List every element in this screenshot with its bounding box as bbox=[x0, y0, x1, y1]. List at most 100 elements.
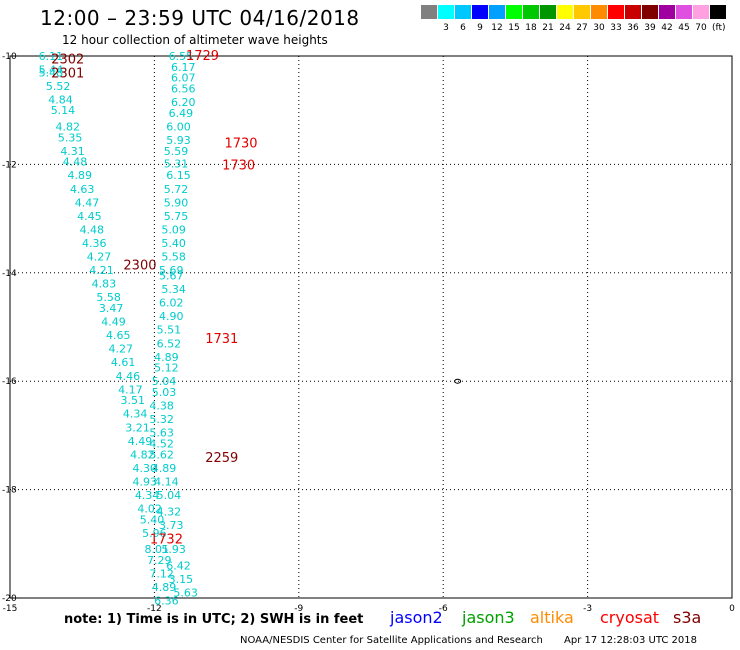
colorbar-swatch bbox=[659, 5, 675, 19]
swh-label-track-b: 5.51 bbox=[157, 324, 182, 337]
swh-label-track-a: 4.89 bbox=[68, 169, 93, 182]
swh-label-track-b: 4.14 bbox=[154, 475, 179, 488]
colorbar-swatch bbox=[557, 5, 573, 19]
colorbar-tick-label: 70 bbox=[695, 23, 707, 33]
time-label: 2302 bbox=[51, 53, 84, 68]
swh-label-track-b: 6.00 bbox=[166, 120, 191, 133]
swh-label-track-b: 5.04 bbox=[152, 375, 177, 388]
swh-label-track-a: 4.83 bbox=[92, 278, 117, 291]
swh-label-track-b: 5.63 bbox=[149, 427, 174, 440]
unit-label: (ft) bbox=[712, 23, 726, 33]
footer-note: note: 1) Time is in UTC; 2) SWH is in fe… bbox=[64, 612, 364, 627]
lat-tick-label: -14 bbox=[2, 269, 17, 279]
swh-label-track-b: 3.73 bbox=[159, 519, 184, 532]
swh-label-track-a: 3.47 bbox=[99, 302, 124, 315]
colorbar-tick-label: 12 bbox=[491, 23, 503, 33]
colorbar-tick-label: 6 bbox=[460, 23, 466, 33]
swh-label-track-a: 8.01 bbox=[145, 543, 170, 556]
swh-label-track-a: 5.48 bbox=[39, 66, 64, 79]
swh-label-track-a: 4.49 bbox=[128, 435, 153, 448]
footer-credit: NOAA/NESDIS Center for Satellite Applica… bbox=[240, 635, 697, 646]
swh-label-track-b: 5.93 bbox=[166, 134, 191, 147]
lon-tick-label: -6 bbox=[439, 604, 448, 614]
colorbar-tick-label: 39 bbox=[644, 23, 656, 33]
swh-label-track-a: 6.11 bbox=[39, 50, 64, 63]
page-title: 12:00 – 23:59 UTC 04/16/2018 bbox=[40, 6, 360, 30]
swh-label-track-a: 5.44 bbox=[39, 64, 64, 77]
swh-label-track-a: 4.36 bbox=[82, 237, 107, 250]
swh-label-track-b: 6.02 bbox=[159, 297, 184, 310]
swh-label-track-b: 4.89 bbox=[152, 462, 177, 475]
time-label: 1730 bbox=[222, 158, 255, 173]
swh-label-track-a: 4.45 bbox=[77, 210, 102, 223]
swh-label-track-a: 4.82 bbox=[130, 448, 155, 461]
colorbar-tick-label: 33 bbox=[610, 23, 622, 33]
swh-label-track-b: 5.09 bbox=[161, 223, 186, 236]
lon-tick-label: -15 bbox=[3, 604, 18, 614]
satellite-altika: altika bbox=[530, 608, 574, 627]
swh-label-track-b: 5.69 bbox=[159, 264, 184, 277]
colorbar-tick-label: 21 bbox=[542, 23, 554, 33]
lon-tick-label: -3 bbox=[583, 604, 592, 614]
colorbar-swatch bbox=[591, 5, 607, 19]
colorbar-tick-label: 3 bbox=[443, 23, 449, 33]
colorbar-swatch bbox=[438, 5, 454, 19]
time-label: 1732 bbox=[150, 532, 183, 547]
lon-tick-label: -12 bbox=[147, 604, 162, 614]
lat-tick-label: -16 bbox=[2, 377, 17, 387]
colorbar-tick-label: 15 bbox=[508, 23, 520, 33]
colorbar-swatch bbox=[472, 5, 488, 19]
swh-label-track-b: 6.07 bbox=[171, 72, 196, 85]
swh-label-track-a: 4.46 bbox=[116, 370, 141, 383]
swh-label-track-a: 4.34 bbox=[123, 408, 148, 421]
lon-tick-label: 0 bbox=[729, 604, 735, 614]
swh-label-track-b: 5.90 bbox=[164, 196, 189, 209]
swh-label-track-a: 4.30 bbox=[133, 462, 158, 475]
credit-text: NOAA/NESDIS Center for Satellite Applica… bbox=[240, 635, 543, 646]
swh-label-track-a: 7.12 bbox=[149, 568, 174, 581]
colorbar-swatch bbox=[421, 5, 437, 19]
swh-label-track-a: 4.48 bbox=[63, 156, 88, 169]
swh-label-track-a: 4.27 bbox=[87, 251, 112, 264]
swh-label-track-b: 6.49 bbox=[169, 107, 194, 120]
swh-label-track-a: 5.58 bbox=[96, 291, 121, 304]
colorbar-tick-label: 36 bbox=[627, 23, 639, 33]
swh-label-track-b: 5.63 bbox=[173, 587, 198, 600]
credit-timestamp: Apr 17 12:28:03 UTC 2018 bbox=[564, 635, 697, 646]
swh-label-track-a: 5.14 bbox=[51, 104, 76, 117]
swh-label-track-a: 4.47 bbox=[75, 196, 100, 209]
satellite-jason3: jason3 bbox=[462, 608, 515, 627]
swh-label-track-a: 4.31 bbox=[60, 145, 85, 158]
swh-label-track-a: 4.89 bbox=[152, 581, 177, 594]
swh-label-track-b: 5.93 bbox=[161, 543, 186, 556]
swh-label-track-a: 4.93 bbox=[133, 475, 158, 488]
swh-label-track-a: 4.49 bbox=[101, 316, 126, 329]
time-label: 2300 bbox=[123, 259, 156, 274]
swh-label-track-b: 5.40 bbox=[161, 237, 186, 250]
swh-label-track-b: 5.75 bbox=[164, 210, 189, 223]
swh-label-track-a: 4.63 bbox=[70, 183, 95, 196]
lat-tick-label: -18 bbox=[2, 486, 17, 496]
swh-label-track-b: 6.17 bbox=[171, 61, 196, 74]
swh-label-track-a: 7.29 bbox=[147, 554, 172, 567]
swh-label-track-b: 5.32 bbox=[149, 413, 174, 426]
swh-label-track-b: 5.72 bbox=[164, 183, 189, 196]
swh-label-track-a: 5.40 bbox=[140, 513, 165, 526]
time-label: 1730 bbox=[224, 137, 257, 152]
swh-label-track-b: 6.52 bbox=[157, 337, 182, 350]
swh-label-track-b: 4.52 bbox=[149, 438, 174, 451]
swh-label-track-b: 6.42 bbox=[166, 559, 191, 572]
swh-label-track-b: 6.15 bbox=[166, 169, 191, 182]
swh-label-track-a: 4.21 bbox=[89, 264, 114, 277]
satellite-s3a: s3a bbox=[673, 608, 702, 627]
colorbar-swatch bbox=[574, 5, 590, 19]
swh-label-track-a: 4.02 bbox=[137, 503, 162, 516]
colorbar-swatch bbox=[642, 5, 658, 19]
island-outline bbox=[454, 378, 462, 384]
time-label: 2301 bbox=[51, 66, 84, 81]
swh-label-track-b: 4.89 bbox=[154, 351, 179, 364]
time-label: 1729 bbox=[186, 49, 219, 64]
lon-tick-label: -9 bbox=[294, 604, 303, 614]
swh-label-track-a: 4.27 bbox=[108, 343, 133, 356]
